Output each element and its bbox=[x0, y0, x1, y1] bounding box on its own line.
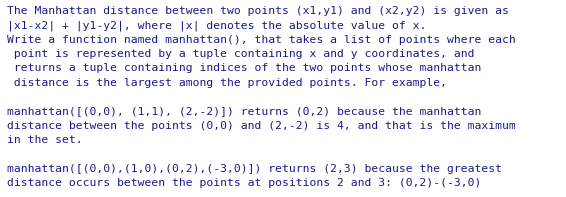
Text: manhattan([(0,0), (1,1), (2,-2)]) returns (0,2) because the manhattan: manhattan([(0,0), (1,1), (2,-2)]) return… bbox=[7, 107, 481, 117]
Text: distance occurs between the points at positions 2 and 3: (0,2)-(-3,0): distance occurs between the points at po… bbox=[7, 178, 481, 189]
Text: The Manhattan distance between two points (x1,y1) and (x2,y2) is given as: The Manhattan distance between two point… bbox=[7, 6, 509, 16]
Text: Write a function named manhattan(), that takes a list of points where each: Write a function named manhattan(), that… bbox=[7, 35, 516, 45]
Text: distance is the largest among the provided points. For example,: distance is the largest among the provid… bbox=[7, 78, 447, 88]
Text: distance between the points (0,0) and (2,-2) is 4, and that is the maximum: distance between the points (0,0) and (2… bbox=[7, 121, 516, 131]
Text: |x1-x2| + |y1-y2|, where |x| denotes the absolute value of x.: |x1-x2| + |y1-y2|, where |x| denotes the… bbox=[7, 20, 426, 31]
Text: returns a tuple containing indices of the two points whose manhattan: returns a tuple containing indices of th… bbox=[7, 63, 481, 73]
Text: in the set.: in the set. bbox=[7, 135, 83, 145]
Text: point is represented by a tuple containing x and y coordinates, and: point is represented by a tuple containi… bbox=[7, 49, 474, 59]
Text: manhattan([(0,0),(1,0),(0,2),(-3,0)]) returns (2,3) because the greatest: manhattan([(0,0),(1,0),(0,2),(-3,0)]) re… bbox=[7, 164, 502, 174]
